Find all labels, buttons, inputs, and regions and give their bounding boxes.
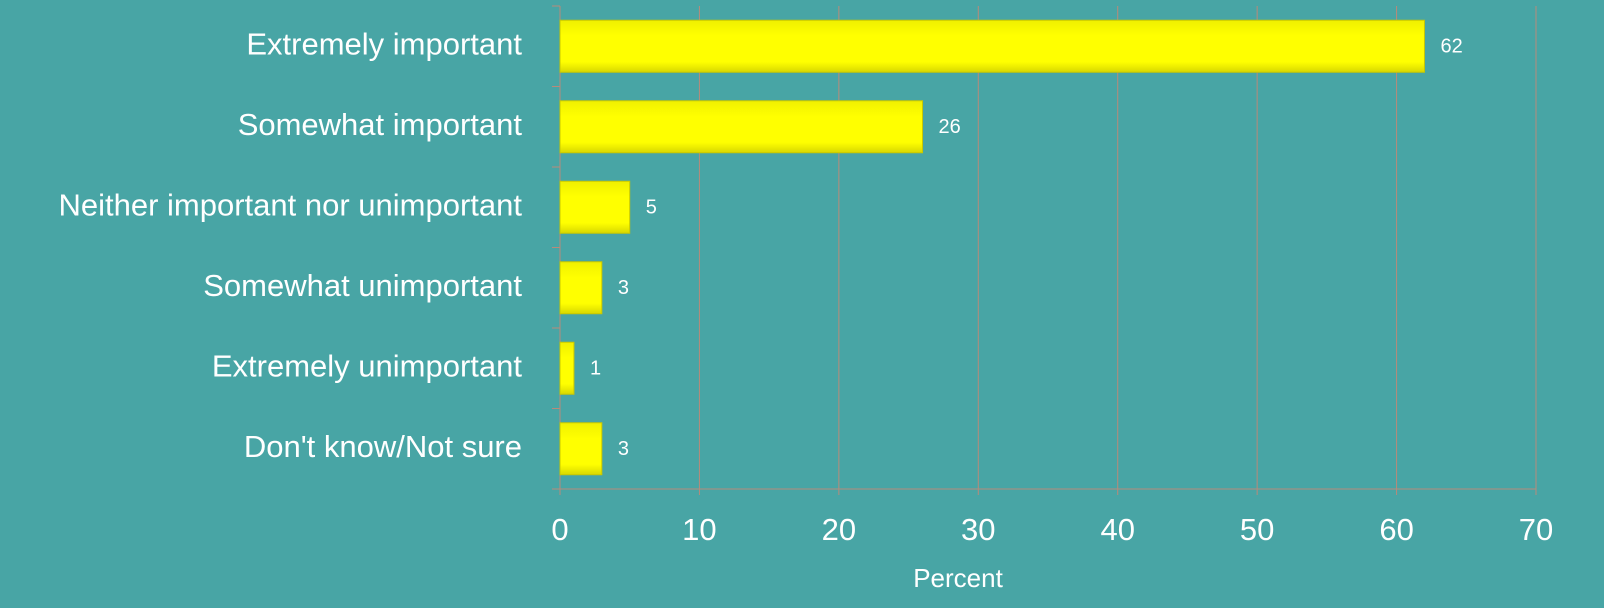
y-tick-label: Somewhat important <box>238 107 523 142</box>
x-axis-label: Percent <box>913 563 1003 593</box>
x-tick-label: 10 <box>682 512 716 547</box>
x-tick-label: 40 <box>1100 512 1134 547</box>
x-tick-label: 50 <box>1240 512 1274 547</box>
x-tick-label: 20 <box>822 512 856 547</box>
data-label: 62 <box>1440 36 1462 58</box>
bar <box>559 341 575 395</box>
bar <box>559 180 631 234</box>
x-tick-label: 0 <box>551 512 568 547</box>
y-tick-label: Don't know/Not sure <box>244 429 522 464</box>
data-label: 26 <box>939 116 961 138</box>
bar <box>559 19 1425 73</box>
y-tick-label: Extremely important <box>246 26 522 61</box>
y-tick-label: Somewhat unimportant <box>203 268 522 303</box>
data-label: 3 <box>618 438 629 460</box>
data-label: 3 <box>618 277 629 299</box>
x-tick-label: 70 <box>1519 512 1553 547</box>
bar <box>559 422 603 476</box>
data-label: 1 <box>590 358 601 380</box>
y-tick-label: Extremely unimportant <box>212 348 523 383</box>
y-tick-label: Neither important nor unimportant <box>58 187 522 222</box>
bar <box>559 100 924 154</box>
bar <box>559 261 603 315</box>
data-label: 5 <box>646 197 657 219</box>
x-tick-label: 60 <box>1379 512 1413 547</box>
x-tick-label: 30 <box>961 512 995 547</box>
